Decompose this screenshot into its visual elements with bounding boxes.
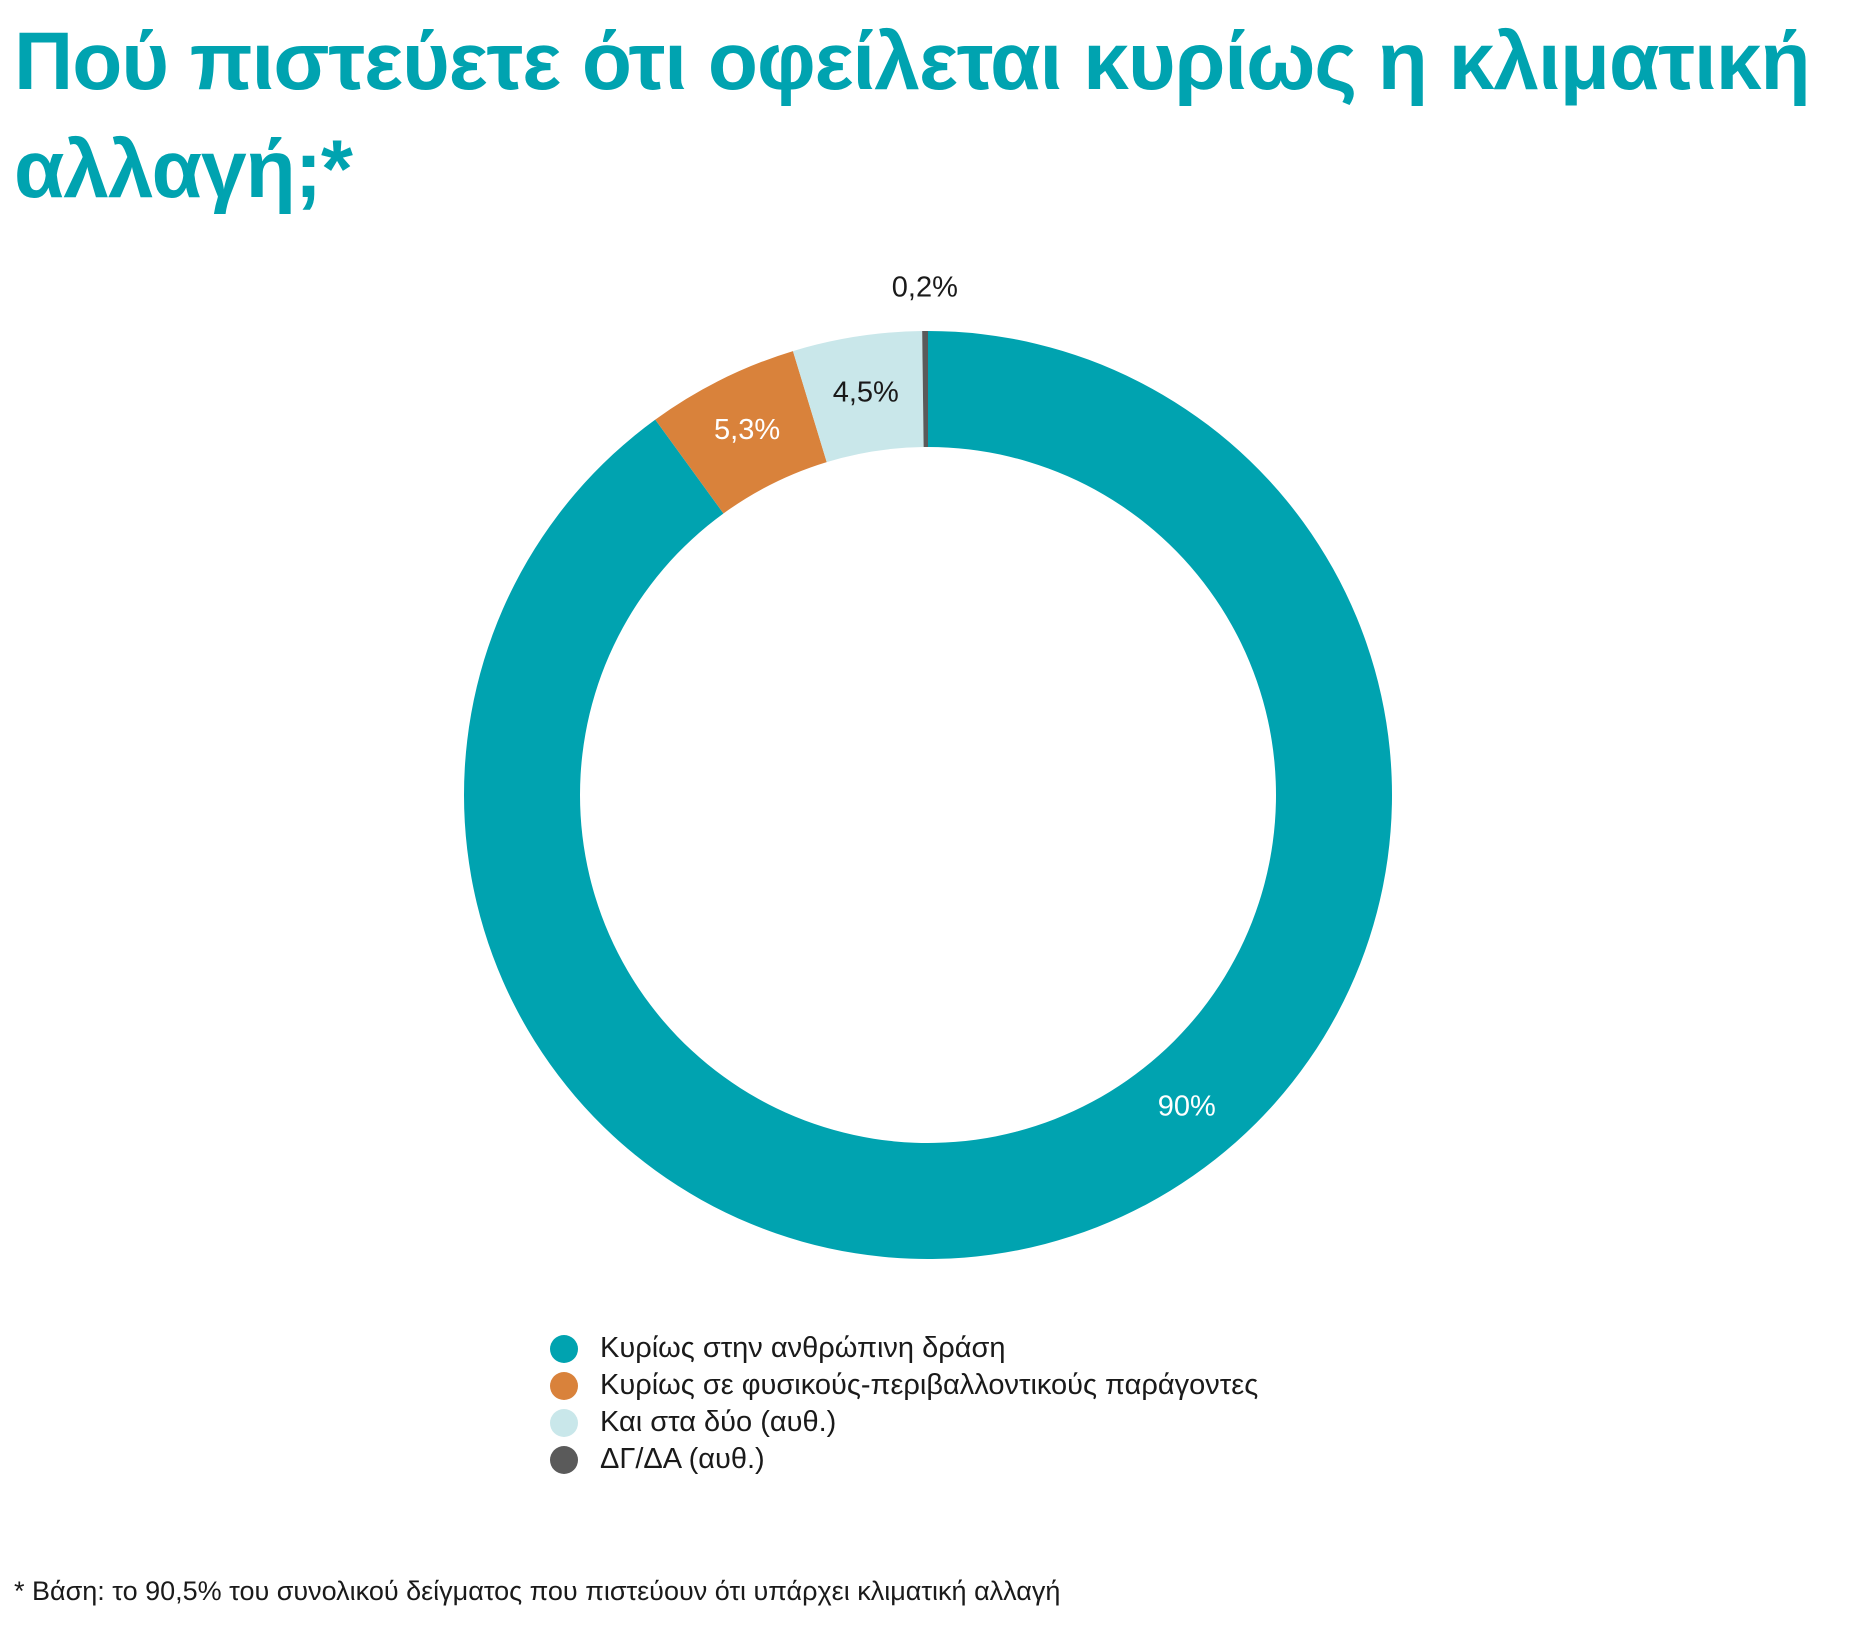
legend-label: Κυρίως σε φυσικούς-περιβαλλοντικούς παρά… bbox=[600, 1369, 1259, 1401]
legend-item-dont-know: ΔΓ/ΔΑ (αυθ.) bbox=[550, 1441, 1258, 1478]
legend-label: Και στα δύο (αυθ.) bbox=[600, 1406, 837, 1438]
legend: Κυρίως στην ανθρώπινη δράση Κυρίως σε φυ… bbox=[550, 1330, 1258, 1478]
chart-title: Πού πιστεύετε ότι οφείλεται κυρίως η κλι… bbox=[14, 16, 1811, 215]
data-label-dont-know: 0,2% bbox=[892, 272, 958, 304]
legend-item-both: Και στα δύο (αυθ.) bbox=[550, 1404, 1258, 1441]
data-label-human-activity: 90% bbox=[1158, 1090, 1216, 1122]
donut-slice-both bbox=[792, 331, 924, 463]
donut-slice-natural-factors bbox=[655, 351, 827, 514]
donut-slice-human-activity bbox=[463, 331, 1392, 1259]
data-label-both: 4,5% bbox=[833, 376, 899, 408]
legend-swatch bbox=[550, 1408, 578, 1437]
legend-swatch bbox=[550, 1334, 578, 1363]
legend-swatch bbox=[550, 1445, 578, 1474]
footnote: * Βάση: το 90,5% του συνολικού δείγματος… bbox=[14, 1576, 1061, 1606]
data-label-natural-factors: 5,3% bbox=[714, 414, 780, 446]
legend-label: Κυρίως στην ανθρώπινη δράση bbox=[600, 1332, 1006, 1364]
legend-swatch bbox=[550, 1371, 578, 1400]
donut-slice-dont-know bbox=[922, 331, 928, 448]
legend-item-natural-factors: Κυρίως σε φυσικούς-περιβαλλοντικούς παρά… bbox=[550, 1367, 1258, 1404]
legend-label: ΔΓ/ΔΑ (αυθ.) bbox=[600, 1443, 765, 1475]
legend-item-human-activity: Κυρίως στην ανθρώπινη δράση bbox=[550, 1330, 1258, 1367]
